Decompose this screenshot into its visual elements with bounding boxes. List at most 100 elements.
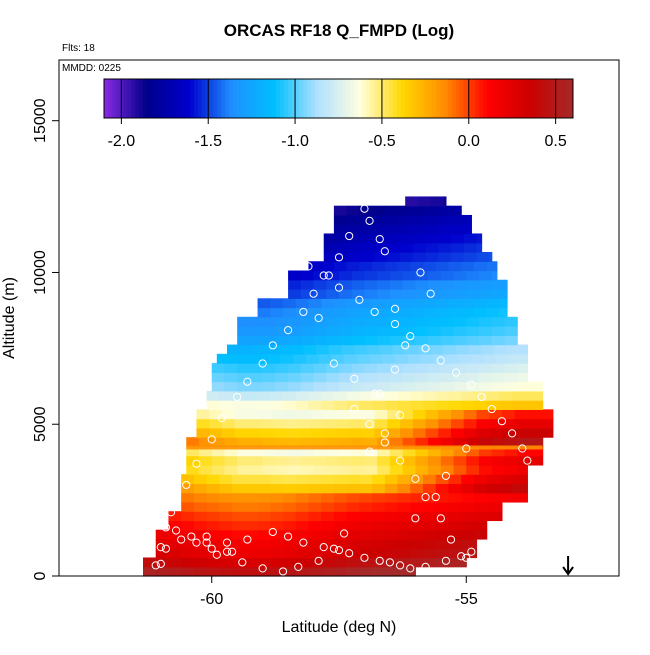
heatmap-cell [206,492,220,503]
heatmap-cell [308,261,322,272]
sample-point [314,313,323,323]
colorbar-swatch [416,79,422,118]
heatmap-cell [512,483,526,494]
heatmap-cell [372,261,386,272]
sample-point [283,532,293,541]
heatmap-cell [410,307,424,318]
heatmap-cell [430,344,444,355]
heatmap-cell [326,381,340,392]
heatmap-cell [364,464,378,475]
sample-point [233,392,242,402]
colorbar-swatch [154,79,160,118]
heatmap-cell [346,492,360,503]
heatmap-cell [479,335,493,346]
heatmap-cell [443,196,447,207]
heatmap-cell [476,251,490,262]
heatmap-cell [364,437,378,447]
sample-point [278,567,288,576]
heatmap-cell [499,298,508,309]
heatmap-cell [249,363,264,373]
sample-point [401,341,410,350]
heatmap-cell [196,427,210,438]
heatmap-cell [377,381,391,392]
heatmap-cell [517,446,531,457]
heatmap-cell [410,390,424,401]
heatmap-cell [224,363,238,373]
heatmap-cell [384,298,399,309]
heatmap-cell [423,511,437,522]
heatmap-cell [364,363,378,373]
heatmap-cell [491,464,506,475]
heatmap-cell [397,529,411,540]
heatmap-cell [491,270,498,281]
colorbar-swatch [565,79,570,118]
heatmap-cell [333,557,348,568]
heatmap-cell [321,390,335,401]
y-axis: 0 5000 10000 15000 [32,98,59,580]
heatmap-cell [473,307,488,318]
heatmap-cell [346,390,360,401]
heatmap-cell [415,289,429,299]
heatmap-cell [351,289,366,299]
heatmap-cell [359,557,373,568]
heatmap-cell [382,353,396,364]
heatmap-cell [257,474,271,485]
heatmap-cell [479,289,493,299]
heatmap-cell [283,529,297,540]
heatmap-cell [323,418,338,429]
heatmap-cell [359,474,373,485]
heatmap-cell [221,409,236,420]
heatmap-cell [270,400,284,410]
heatmap-cell [346,214,360,225]
sample-point [243,535,252,544]
heatmap-cell [270,511,284,522]
heatmap-cell [466,363,480,373]
heatmap-cell [448,538,462,549]
heatmap-cell [295,557,310,568]
heatmap-cell [300,372,315,383]
heatmap-cell [351,335,366,346]
heatmap-cell [244,483,259,494]
heatmap-cell [321,400,335,410]
heatmap-cell [244,557,259,568]
heatmap-cell [499,474,513,485]
heatmap-cell [295,511,310,522]
heatmap-cell [247,418,261,429]
heatmap-cell [476,427,490,438]
heatmap-cell [275,372,289,383]
heatmap-cell [321,483,335,494]
sample-point [334,546,344,555]
heatmap-cell [219,501,233,512]
heatmap-cell [224,437,238,447]
heatmap-cell [199,446,213,457]
sample-point [487,404,496,414]
heatmap-cell [257,298,271,309]
heatmap-cell [351,279,366,290]
heatmap-cell [211,363,226,373]
sample-point [177,535,186,544]
heatmap-cell [473,529,488,540]
heatmap-cell [247,409,261,420]
heatmap-cell [435,501,450,512]
heatmap-cell [428,335,442,346]
heatmap-cell [260,409,274,420]
heatmap-cell [463,427,478,438]
heatmap-cell [448,224,462,235]
heatmap-cell [473,538,478,549]
heatmap-cell [461,529,475,540]
heatmap-cell [262,455,276,466]
heatmap-cell [423,529,437,540]
heatmap-cell [372,205,386,216]
heatmap-cell [270,538,284,549]
colorbar-swatch [279,79,285,118]
heatmap-cell [356,353,371,364]
heatmap-cell [333,501,348,512]
heatmap-cell [339,316,353,327]
heatmap-cell [237,455,251,466]
colorbar-tick-label: -1.5 [194,133,222,150]
heatmap-cell [402,289,416,299]
heatmap-cell [486,261,498,272]
heatmap-cell [400,418,414,429]
heatmap-cell [425,409,439,420]
heatmap-cells [143,196,554,577]
